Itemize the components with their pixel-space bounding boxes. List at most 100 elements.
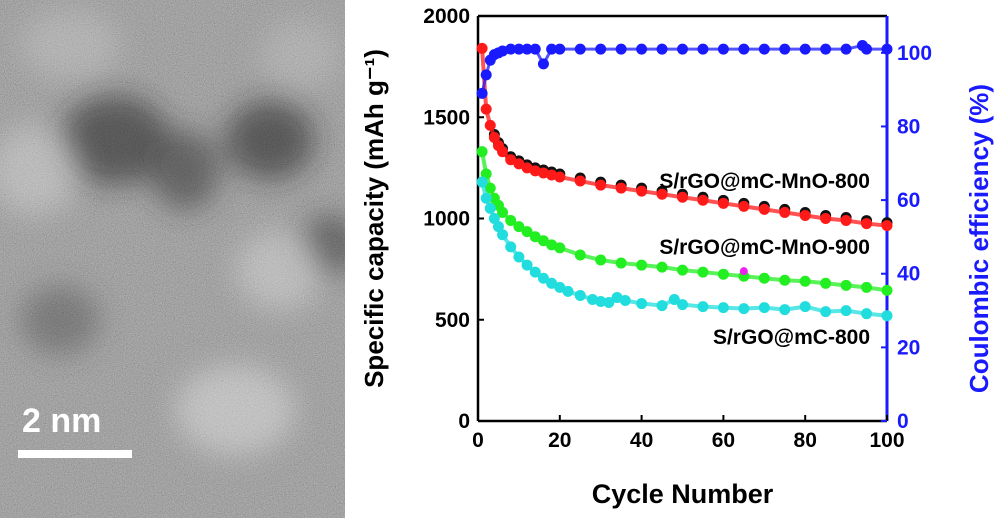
x-tick-label-2: 40 <box>630 429 653 452</box>
point-mno-900 <box>529 231 541 243</box>
point-c-800 <box>717 302 729 314</box>
point-c-800 <box>529 266 541 278</box>
x-tick-label-3: 60 <box>712 429 735 452</box>
point-c-800 <box>554 281 566 293</box>
point-mno-800 <box>615 182 627 194</box>
point-mno-900 <box>758 272 770 284</box>
point-mno-900 <box>656 261 668 273</box>
point-mno-900 <box>615 257 627 269</box>
y-left-tick-label-3: 1500 <box>423 106 470 129</box>
point-coulombic-efficiency <box>820 43 832 55</box>
point-mno-900 <box>476 146 488 158</box>
point-mno-900 <box>861 281 873 293</box>
point-c-800 <box>574 289 586 301</box>
point-mno-800 <box>779 206 791 218</box>
series-label-c-800: S/rGO@mC-800 <box>713 326 870 349</box>
point-mno-800 <box>554 171 566 183</box>
point-mno-900 <box>820 277 832 289</box>
point-c-800 <box>840 305 852 317</box>
point-coulombic-efficiency <box>738 43 750 55</box>
point-mno-800 <box>480 103 492 115</box>
point-mno-900 <box>840 279 852 291</box>
point-mno-800 <box>799 209 811 221</box>
point-mno-900 <box>799 275 811 287</box>
point-mno-900 <box>480 168 492 180</box>
point-c-800 <box>820 306 832 318</box>
point-mno-800 <box>677 191 688 203</box>
point-c-800 <box>497 229 509 241</box>
point-coulombic-efficiency <box>537 58 549 70</box>
point-mno-900 <box>521 226 533 238</box>
point-mno-800 <box>484 119 496 131</box>
point-mno-800 <box>820 213 832 224</box>
point-coulombic-efficiency <box>697 43 709 55</box>
point-coulombic-efficiency <box>574 43 586 55</box>
point-mno-900 <box>779 274 791 286</box>
point-mno-900 <box>497 206 509 218</box>
point-mno-800 <box>738 200 750 212</box>
point-coulombic-efficiency <box>861 43 873 55</box>
point-mno-800 <box>656 188 668 200</box>
y-right-tick-label-1: 20 <box>897 336 920 359</box>
point-c-800 <box>619 295 631 307</box>
y-right-tick-label-3: 60 <box>897 189 920 212</box>
point-mno-800 <box>636 185 648 197</box>
y-left-tick-label-2: 1000 <box>423 208 470 231</box>
y-left-tick-label-0: 0 <box>458 410 470 433</box>
y-right-tick-label-2: 40 <box>897 263 920 286</box>
point-c-800 <box>513 251 525 263</box>
x-tick-label-4: 80 <box>794 429 817 452</box>
series-label-mno-900: S/rGO@mC-MnO-900 <box>659 236 870 259</box>
point-c-800 <box>476 176 488 188</box>
y-right-tick-label-5: 100 <box>897 42 932 65</box>
point-coulombic-efficiency <box>615 43 627 55</box>
point-c-800 <box>488 213 500 224</box>
point-mno-900 <box>717 268 729 280</box>
point-c-800 <box>861 308 873 320</box>
point-c-800 <box>799 301 811 313</box>
point-coulombic-efficiency <box>881 43 893 55</box>
point-mno-800 <box>513 158 525 170</box>
point-mno-800 <box>881 220 893 232</box>
point-coulombic-efficiency <box>595 43 607 55</box>
point-coulombic-efficiency <box>656 43 668 55</box>
point-coulombic-efficiency <box>799 43 811 55</box>
point-mno-900 <box>554 242 566 254</box>
y-right-tick-label-4: 80 <box>897 115 920 138</box>
point-coulombic-efficiency <box>480 69 492 81</box>
x-tick-label-0: 0 <box>472 429 484 452</box>
x-tick-label-1: 20 <box>548 429 571 452</box>
point-mno-900 <box>595 254 607 266</box>
point-coulombic-efficiency <box>497 45 509 57</box>
point-mno-800 <box>595 179 607 191</box>
point-coulombic-efficiency <box>840 43 852 55</box>
point-c-800 <box>738 303 750 315</box>
point-mno-900 <box>537 235 549 247</box>
point-coulombic-efficiency <box>636 43 648 55</box>
point-mno-900 <box>677 264 688 276</box>
point-coulombic-efficiency <box>717 43 729 55</box>
point-mno-800 <box>488 132 500 143</box>
point-c-800 <box>636 298 648 310</box>
point-mno-800 <box>758 203 770 215</box>
point-coulombic-efficiency <box>554 43 566 55</box>
scale-bar <box>18 450 132 458</box>
point-coulombic-efficiency <box>505 43 517 55</box>
point-c-800 <box>697 301 709 313</box>
point-c-800 <box>505 241 517 253</box>
point-c-800 <box>677 299 688 311</box>
point-mno-900 <box>574 249 586 261</box>
point-mno-900 <box>505 215 517 227</box>
y-left-tick-label-4: 2000 <box>423 5 470 28</box>
point-mno-900 <box>881 284 893 296</box>
point-c-800 <box>603 297 615 309</box>
point-c-800 <box>668 294 680 305</box>
y-axis-left-title: Specific capacity (mAh g⁻¹) <box>359 49 389 388</box>
series-label-mno-800: S/rGO@mC-MnO-800 <box>659 170 870 193</box>
scale-bar-label: 2 nm <box>22 402 102 440</box>
point-coulombic-efficiency <box>476 87 488 99</box>
point-c-800 <box>492 221 504 233</box>
plot-layer: 0 20 40 60 80 1000500100015002000020406080100… <box>359 5 994 509</box>
point-coulombic-efficiency <box>529 43 541 55</box>
point-c-800 <box>656 300 668 312</box>
